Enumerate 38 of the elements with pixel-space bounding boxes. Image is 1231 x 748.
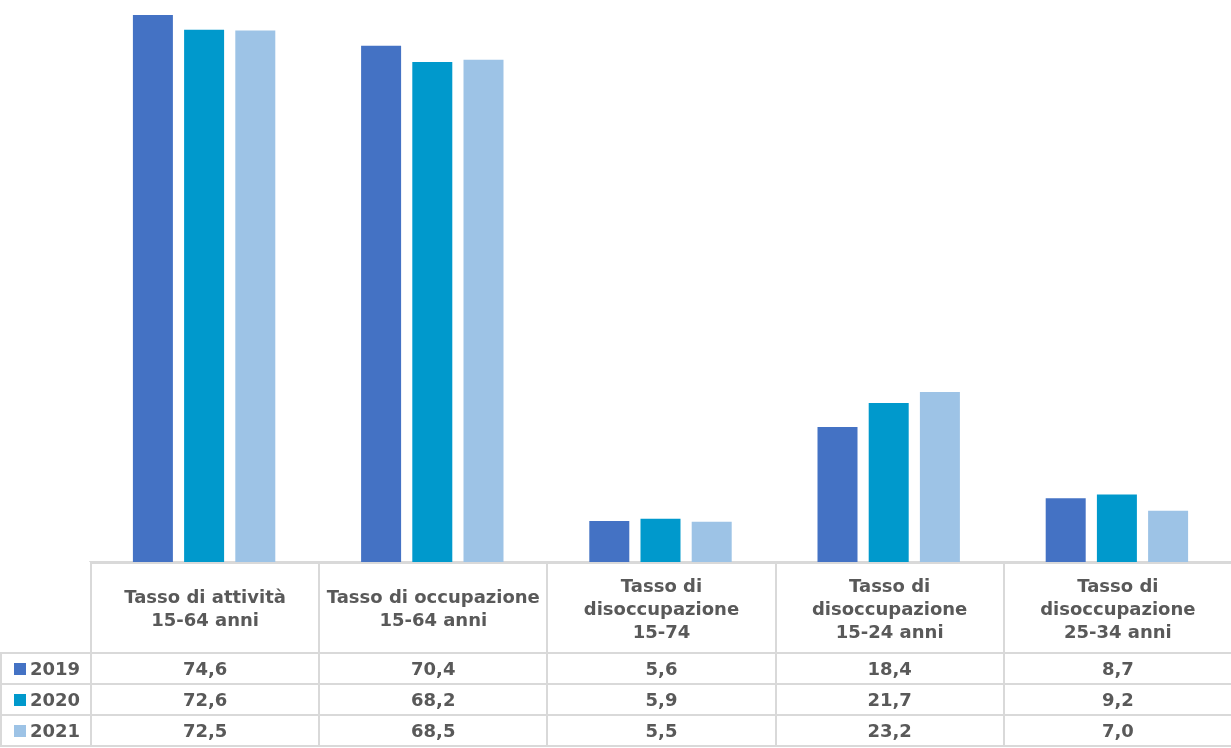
bar xyxy=(1148,510,1189,562)
data-label: 23,2 xyxy=(775,715,1004,746)
data-label: 18,4 xyxy=(775,653,1004,684)
data-label: 8,7 xyxy=(1003,653,1231,684)
bar xyxy=(919,391,960,562)
bar xyxy=(412,61,453,562)
data-label: 7,0 xyxy=(1003,715,1231,746)
x-tick-label: Tasso di occupazione 15-64 anni xyxy=(319,563,548,653)
x-tick-label: Tasso di disoccupazione 15-24 anni xyxy=(775,563,1004,653)
legend-label: 2020 xyxy=(1,684,91,715)
bar xyxy=(1096,494,1137,562)
x-tick-label: Tasso di disoccupazione 25-34 anni xyxy=(1003,563,1231,653)
legend-label: 2021 xyxy=(1,715,91,746)
data-label: 5,5 xyxy=(547,715,776,746)
data-label: 68,2 xyxy=(319,684,548,715)
data-label: 72,5 xyxy=(91,715,320,746)
bar xyxy=(184,29,225,562)
data-label: 5,9 xyxy=(547,684,776,715)
bar xyxy=(589,520,630,562)
bar xyxy=(640,518,681,562)
bar xyxy=(463,59,504,562)
data-label: 72,6 xyxy=(91,684,320,715)
x-tick-label: Tasso di disoccupazione 15-74 xyxy=(547,563,776,653)
bar xyxy=(235,30,276,562)
bar xyxy=(361,45,402,562)
legend-label: 2019 xyxy=(1,653,91,684)
bar xyxy=(691,521,732,562)
data-label: 21,7 xyxy=(775,684,1004,715)
bar xyxy=(817,427,858,562)
data-label: 5,6 xyxy=(547,653,776,684)
bar xyxy=(1045,498,1086,562)
bar xyxy=(868,402,909,562)
data-label: 74,6 xyxy=(91,653,320,684)
data-label: 9,2 xyxy=(1003,684,1231,715)
data-label: 68,5 xyxy=(319,715,548,746)
x-tick-label: Tasso di attività 15-64 anni xyxy=(91,563,320,653)
bar xyxy=(132,15,173,562)
data-label: 70,4 xyxy=(319,653,548,684)
